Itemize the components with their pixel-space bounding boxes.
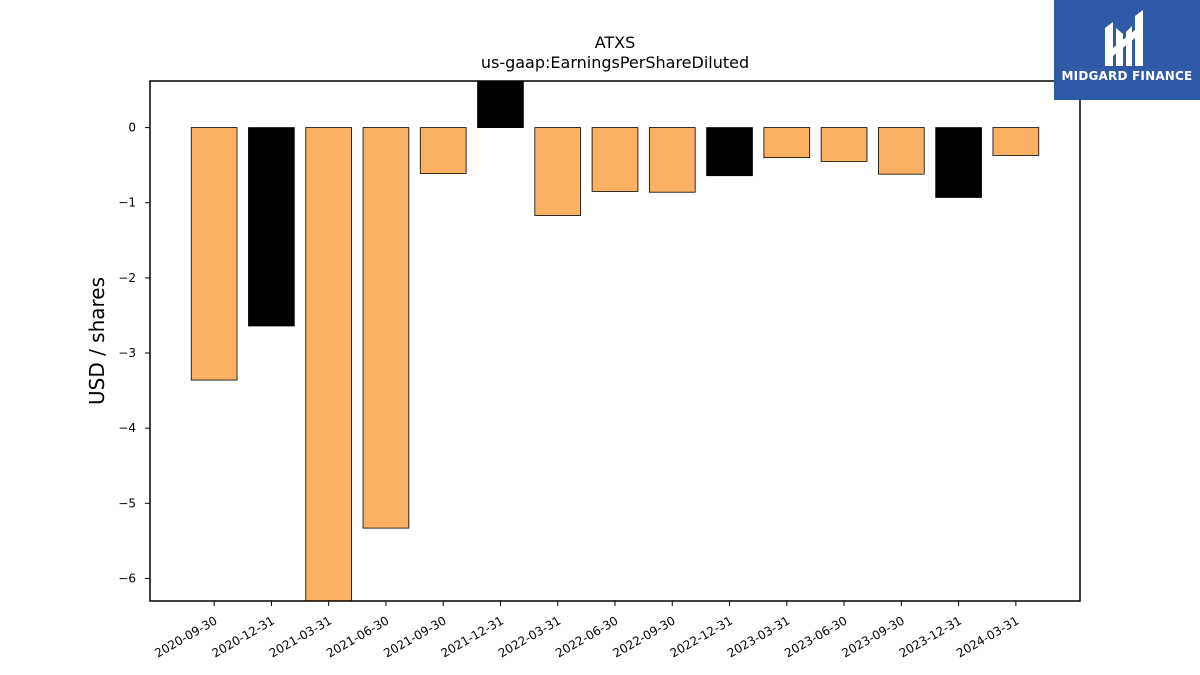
x-tick-label: 2020-09-30 <box>152 613 219 660</box>
y-tick-label: 0 <box>128 121 136 135</box>
bar-2023-06-30 <box>820 127 868 162</box>
x-tick-label: 2021-12-31 <box>439 613 506 660</box>
bar-2023-09-30 <box>878 127 925 175</box>
x-tick-label: 2021-06-30 <box>324 613 391 660</box>
y-tick-label: −1 <box>118 196 136 210</box>
bar-2024-03-31 <box>992 127 1040 156</box>
x-tick-label: 2023-03-31 <box>725 613 792 660</box>
y-tick-label: −5 <box>118 496 136 510</box>
logo-text: MIDGARD FINANCE <box>1061 69 1193 83</box>
x-tick-label: 2023-09-30 <box>839 613 906 660</box>
x-tick-label: 2021-03-31 <box>267 613 334 660</box>
chart-subtitle: us-gaap:EarningsPerShareDiluted <box>481 53 749 72</box>
x-tick-label: 2020-12-31 <box>209 613 276 660</box>
y-axis-label: USD / shares <box>85 277 109 405</box>
bar-2022-09-30 <box>648 127 696 193</box>
plot-area: 0 −1 −2 −3 −4 −5 −6 2020-09-302020-12-312021-03… <box>118 80 1081 660</box>
bar-2022-06-30 <box>591 127 639 192</box>
y-tick-label: −2 <box>118 271 136 285</box>
bar-2021-06-30 <box>362 127 410 529</box>
bars-group <box>190 81 1040 601</box>
y-tick-label: −4 <box>118 421 136 435</box>
bar-2020-09-30 <box>190 127 238 381</box>
x-tick-label: 2022-03-31 <box>496 613 563 660</box>
bar-2023-12-31 <box>935 127 982 198</box>
bar-2020-12-31 <box>248 127 295 327</box>
bar-2021-12-31 <box>477 81 524 128</box>
x-tick-label: 2023-06-30 <box>782 613 849 660</box>
x-tick-label: 2021-09-30 <box>381 613 448 660</box>
bar-2022-12-31 <box>706 127 753 177</box>
brand-logo: MIDGARD FINANCE <box>1054 0 1200 100</box>
x-tick-label: 2024-03-31 <box>954 613 1021 660</box>
bar-2021-09-30 <box>419 127 467 174</box>
y-tick-label: −3 <box>118 346 136 360</box>
x-tick-label: 2023-12-31 <box>897 613 964 660</box>
x-tick-label: 2022-06-30 <box>553 613 620 660</box>
bar-2022-03-31 <box>534 127 582 216</box>
y-tick-label: −6 <box>118 571 136 585</box>
chart-title: ATXS <box>595 33 636 52</box>
x-tick-label: 2022-09-30 <box>610 613 677 660</box>
bar-2023-03-31 <box>763 127 811 159</box>
midgard-logo-icon <box>1105 10 1143 66</box>
bar-2021-03-31 <box>305 127 352 601</box>
x-tick-label: 2022-12-31 <box>668 613 735 660</box>
